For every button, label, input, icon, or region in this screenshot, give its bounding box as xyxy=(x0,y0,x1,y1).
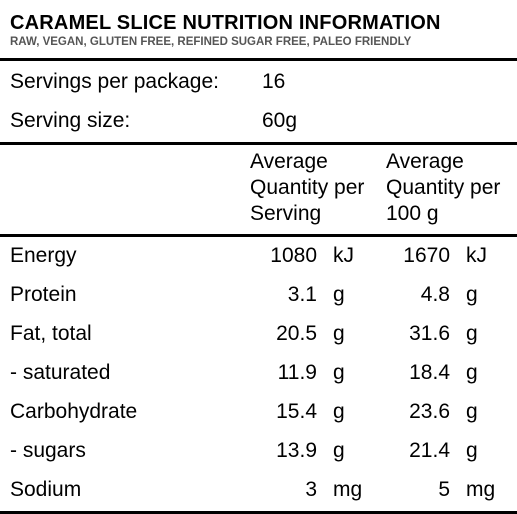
per-100g-unit: g xyxy=(466,322,478,345)
per-serving-value: 13.9 xyxy=(276,439,317,462)
per-100g-unit: g xyxy=(466,439,478,462)
per-100g-unit: kJ xyxy=(466,244,487,267)
column-header-per-100g-line: Quantity per xyxy=(386,176,501,199)
column-header-per-serving-line: Average xyxy=(250,150,328,173)
per-100g-value: 4.8 xyxy=(420,283,450,306)
per-serving-unit: mg xyxy=(333,478,363,501)
per-100g-value: 31.6 xyxy=(409,322,450,345)
per-serving-value: 3 xyxy=(305,478,317,501)
per-100g-value: 21.4 xyxy=(409,439,450,462)
per-serving-unit: g xyxy=(333,439,345,462)
per-100g-unit: mg xyxy=(466,478,496,501)
per-100g-value: 5 xyxy=(438,478,450,501)
nutrient-name: Sodium xyxy=(10,478,82,501)
column-header-per-100g-line: 100 g xyxy=(386,202,439,225)
per-100g-value: 18.4 xyxy=(409,361,450,384)
per-serving-value: 15.4 xyxy=(276,400,317,423)
per-100g-unit: g xyxy=(466,361,478,384)
servings-per-package-value: 16 xyxy=(262,70,286,93)
per-serving-value: 20.5 xyxy=(276,322,317,345)
column-header-per-serving-line: Serving xyxy=(250,202,322,225)
per-serving-unit: g xyxy=(333,361,345,384)
per-serving-unit: g xyxy=(333,322,345,345)
nutrient-name: Carbohydrate xyxy=(10,400,138,423)
per-serving-unit: g xyxy=(333,400,345,423)
servings-per-package-label: Servings per package: xyxy=(10,70,219,93)
column-header-per-serving-line: Quantity per xyxy=(250,176,365,199)
per-serving-unit: g xyxy=(333,283,345,306)
title-divider xyxy=(0,58,517,61)
column-header-per-100g: Average Quantity per 100 g xyxy=(386,149,500,227)
per-serving-value: 3.1 xyxy=(287,283,317,306)
column-header-per-100g-line: Average xyxy=(386,150,464,173)
header-divider xyxy=(0,234,517,237)
per-serving-value: 11.9 xyxy=(277,361,317,384)
panel-subtitle: RAW, VEGAN, GLUTEN FREE, REFINED SUGAR F… xyxy=(10,36,412,48)
per-serving-value: 1080 xyxy=(270,244,317,267)
serving-size-label: Serving size: xyxy=(10,109,131,132)
servings-divider xyxy=(0,142,517,145)
per-100g-value: 23.6 xyxy=(409,400,450,423)
serving-size-value: 60g xyxy=(262,109,298,132)
per-100g-unit: g xyxy=(466,400,478,423)
panel-title: CARAMEL SLICE NUTRITION INFORMATION xyxy=(10,12,441,34)
column-header-per-serving: Average Quantity per Serving xyxy=(250,149,364,227)
nutrient-name: - sugars xyxy=(10,439,86,462)
per-100g-unit: g xyxy=(466,283,478,306)
nutrient-name: Protein xyxy=(10,283,77,306)
nutrient-name: Fat, total xyxy=(10,322,92,345)
nutrient-name: - saturated xyxy=(10,361,111,384)
per-100g-value: 1670 xyxy=(403,244,450,267)
per-serving-unit: kJ xyxy=(333,244,354,267)
nutrient-name: Energy xyxy=(10,244,77,267)
bottom-border xyxy=(0,511,517,514)
